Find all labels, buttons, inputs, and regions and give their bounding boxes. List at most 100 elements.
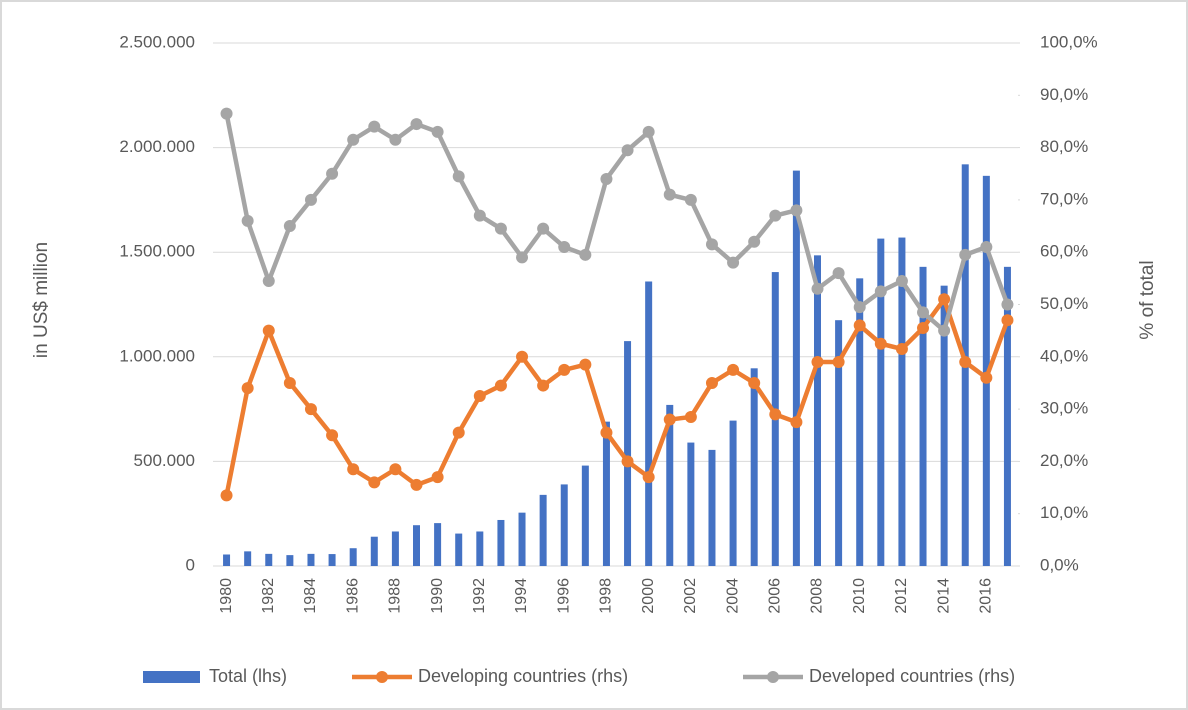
line-marker (811, 282, 824, 295)
bar (814, 255, 821, 566)
y2-axis-title: % of total (1137, 260, 1158, 339)
line-marker (748, 376, 761, 389)
line-marker (938, 293, 951, 306)
bar (602, 421, 610, 566)
bar (497, 519, 505, 566)
x-tick-label: 1982 (260, 578, 277, 614)
line-marker (621, 144, 634, 157)
bar (940, 285, 948, 566)
bar (982, 175, 990, 567)
x-tick-label: 1996 (555, 578, 572, 614)
x-tick-label: 2012 (893, 578, 910, 614)
bar (455, 533, 463, 566)
line-marker (537, 379, 550, 392)
line-marker (895, 342, 908, 355)
bar (898, 237, 906, 566)
line-marker (220, 489, 233, 502)
bar (919, 266, 927, 566)
bar (729, 420, 737, 566)
y2-tick-label: 0,0% (1040, 555, 1079, 574)
bar (792, 170, 800, 566)
line-marker (389, 133, 402, 146)
line-marker (600, 426, 613, 439)
line-marker (621, 455, 634, 468)
x-tick-label: 2004 (724, 578, 741, 614)
line-marker (790, 416, 803, 429)
legend-label: Total (lhs) (209, 666, 287, 686)
x-tick-label: 2002 (682, 578, 699, 614)
bar (391, 531, 399, 566)
line-marker (874, 285, 887, 298)
line-marker (874, 337, 887, 350)
bar (624, 341, 632, 566)
bar (539, 494, 547, 566)
x-tick-label: 1990 (429, 578, 446, 614)
line-marker (1001, 298, 1014, 311)
bar (265, 553, 273, 566)
line-marker (1001, 314, 1014, 327)
line-marker (832, 267, 845, 280)
line-marker (452, 170, 465, 183)
line-marker (347, 463, 360, 476)
line-marker (558, 240, 571, 253)
y2-tick-label: 20,0% (1040, 451, 1088, 470)
bar (581, 465, 589, 566)
line-marker (579, 248, 592, 261)
x-tick-label: 1998 (598, 578, 615, 614)
line-marker (389, 463, 402, 476)
bar (708, 449, 716, 566)
line-marker (431, 125, 444, 138)
bar (1003, 266, 1011, 566)
bar (434, 523, 442, 566)
x-tick-label: 2008 (809, 578, 826, 614)
line-marker (895, 274, 908, 287)
line-marker (579, 358, 592, 371)
line-marker (304, 403, 317, 416)
line-marker (642, 471, 655, 484)
y2-tick-label: 50,0% (1040, 294, 1088, 313)
line-marker (790, 204, 803, 217)
y2-tick-label: 40,0% (1040, 346, 1088, 365)
y2-tick-label: 70,0% (1040, 189, 1088, 208)
line-marker (917, 322, 930, 335)
x-tick-label: 1988 (387, 578, 404, 614)
bar (244, 551, 252, 566)
line-marker (241, 214, 254, 227)
x-tick-label: 2010 (851, 578, 868, 614)
line-marker (494, 222, 507, 235)
line-marker (705, 376, 718, 389)
line-marker (431, 471, 444, 484)
y2-tick-label: 90,0% (1040, 85, 1088, 104)
y2-tick-label: 100,0% (1040, 32, 1098, 51)
bar (413, 525, 420, 566)
bar (877, 238, 885, 567)
line-marker (959, 248, 972, 261)
x-tick-label: 1984 (302, 578, 319, 614)
line-marker (980, 371, 993, 384)
line-marker (600, 172, 613, 185)
line-marker (473, 390, 486, 403)
y2-tick-label: 10,0% (1040, 503, 1088, 522)
bar (560, 484, 568, 566)
bar (328, 554, 336, 566)
line-marker (727, 256, 740, 269)
line-marker (748, 235, 761, 248)
line-marker (917, 306, 930, 319)
line-marker (558, 363, 571, 376)
bar (307, 553, 315, 566)
line-marker (347, 133, 360, 146)
y-tick-label: 2.500.000 (119, 32, 195, 51)
y2-tick-label: 30,0% (1040, 399, 1088, 418)
line-marker (684, 410, 697, 423)
x-tick-label: 2006 (767, 578, 784, 614)
legend-swatch (143, 671, 200, 683)
bar (750, 368, 758, 566)
y-tick-label: 2.000.000 (119, 137, 195, 156)
line-marker (811, 356, 824, 369)
line-marker (326, 167, 339, 180)
line-marker (516, 350, 529, 363)
line-marker (452, 426, 465, 439)
x-tick-label: 2000 (640, 578, 657, 614)
line-marker (368, 120, 381, 133)
y2-tick-label: 80,0% (1040, 137, 1088, 156)
